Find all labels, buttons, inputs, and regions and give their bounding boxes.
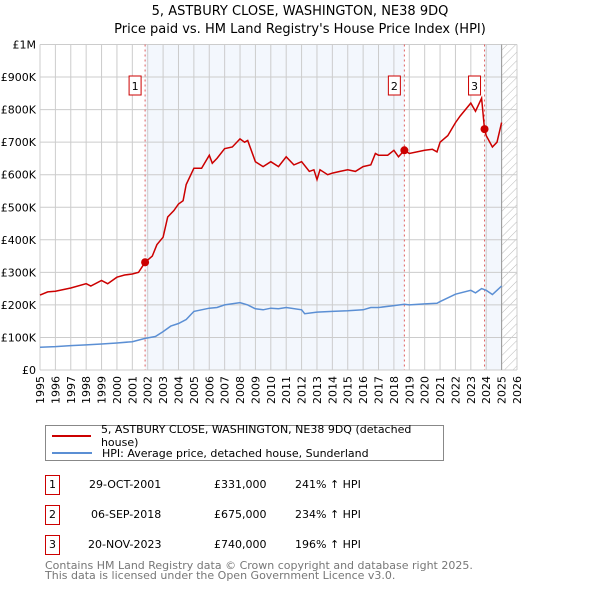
x-tick-label: 1999	[96, 376, 109, 404]
y-tick-label: £700K	[1, 136, 37, 149]
sale-hpi: 196% ↑ HPI	[295, 538, 361, 551]
x-tick-label: 2022	[449, 376, 462, 404]
x-tick-label: 1995	[34, 376, 47, 404]
sale-point	[400, 146, 409, 155]
sale-number: 1	[45, 475, 60, 495]
x-tick-label: 2012	[296, 376, 309, 404]
sale-hpi: 241% ↑ HPI	[295, 478, 361, 491]
y-tick-label: £600K	[1, 169, 37, 182]
x-tick-label: 2017	[373, 376, 386, 404]
x-tick-label: 2010	[265, 376, 278, 404]
x-tick-label: 2026	[511, 376, 524, 404]
legend-swatch-blue	[52, 452, 92, 454]
x-tick-label: 1998	[80, 376, 93, 404]
x-tick-label: 2019	[403, 376, 416, 404]
x-tick-label: 2015	[342, 376, 355, 404]
legend-label: 5, ASTBURY CLOSE, WASHINGTON, NE38 9DQ (…	[100, 423, 412, 449]
legend-item-hpi: HPI: Average price, detached house, Sund…	[46, 445, 369, 461]
sale-row: 3 20-NOV-2023 £740,000 196% ↑ HPI	[45, 535, 445, 555]
x-tick-label: 2009	[249, 376, 262, 404]
x-tick-label: 2013	[311, 376, 324, 404]
x-tick-label: 2011	[280, 376, 293, 404]
y-tick-label: £0	[22, 364, 36, 377]
y-tick-label: £200K	[1, 299, 37, 312]
x-tick-label: 2008	[234, 376, 247, 404]
sale-label-box	[387, 75, 401, 96]
x-tick-label: 2014	[326, 376, 339, 404]
sale-label-box	[128, 75, 142, 96]
sale-number: 3	[45, 535, 60, 555]
x-tick-label: 2023	[465, 376, 478, 404]
footer-copyright: Contains HM Land Registry data © Crown c…	[45, 559, 473, 572]
sale-point	[480, 125, 489, 134]
sale-point	[141, 258, 150, 267]
x-tick-label: 2002	[142, 376, 155, 404]
x-tick-label: 2006	[203, 376, 216, 404]
price-paid-line	[39, 95, 503, 296]
sale-row: 1 29-OCT-2001 £331,000 241% ↑ HPI	[45, 475, 445, 495]
y-tick-label: £400K	[1, 234, 37, 247]
x-tick-label: 2007	[219, 376, 232, 404]
x-tick-label: 2016	[357, 376, 370, 404]
sale-date: 29-OCT-2001	[89, 478, 162, 491]
x-tick-label: 2025	[496, 376, 509, 404]
x-tick-label: 2001	[126, 376, 139, 404]
y-tick-label: £1M	[13, 39, 37, 52]
sale-row: 2 06-SEP-2018 £675,000 234% ↑ HPI	[45, 505, 445, 525]
sale-number: 2	[45, 505, 60, 525]
x-tick-label: 1996	[49, 376, 62, 404]
sale-label: 2	[391, 80, 398, 93]
sale-hpi: 234% ↑ HPI	[295, 508, 361, 521]
legend-item-property: 5, ASTBURY CLOSE, WASHINGTON, NE38 9DQ (…	[46, 423, 443, 449]
chart-title: 5, ASTBURY CLOSE, WASHINGTON, NE38 9DQ	[151, 4, 449, 19]
sale-date: 20-NOV-2023	[88, 538, 162, 551]
x-tick-label: 2024	[480, 376, 493, 404]
legend-label: HPI: Average price, detached house, Sund…	[102, 446, 369, 460]
hpi-line	[39, 285, 503, 348]
y-tick-label: £100K	[1, 331, 37, 344]
x-tick-label: 1997	[65, 376, 78, 404]
x-tick-label: 2004	[172, 376, 185, 404]
sale-date: 06-SEP-2018	[91, 508, 162, 521]
line-chart: 1995 1996 1997 1998 1999 2000 2001 2002 2003 2004…	[1, 39, 524, 405]
x-tick-label: 2018	[388, 376, 401, 404]
sale-label-box	[468, 75, 482, 96]
legend: 5, ASTBURY CLOSE, WASHINGTON, NE38 9DQ (…	[45, 423, 444, 461]
legend-swatch-red	[52, 435, 91, 437]
sale-price: £675,000	[214, 508, 267, 521]
x-tick-label: 2000	[111, 376, 124, 404]
y-tick-label: £300K	[1, 266, 37, 279]
y-tick-label: £800K	[1, 104, 37, 117]
y-tick-label: £500K	[1, 201, 37, 214]
sale-label: 1	[132, 80, 139, 93]
footer-licence: This data is licensed under the Open Gov…	[45, 569, 396, 582]
sale-price: £331,000	[214, 478, 267, 491]
sale-label: 3	[471, 80, 478, 93]
x-tick-label: 2003	[157, 376, 170, 404]
sale-price: £740,000	[214, 538, 267, 551]
y-tick-label: £900K	[1, 71, 37, 84]
x-tick-label: 2021	[434, 376, 447, 404]
x-tick-label: 2020	[419, 376, 432, 404]
x-tick-label: 2005	[188, 376, 201, 404]
chart-subtitle: Price paid vs. HM Land Registry's House …	[114, 22, 486, 37]
